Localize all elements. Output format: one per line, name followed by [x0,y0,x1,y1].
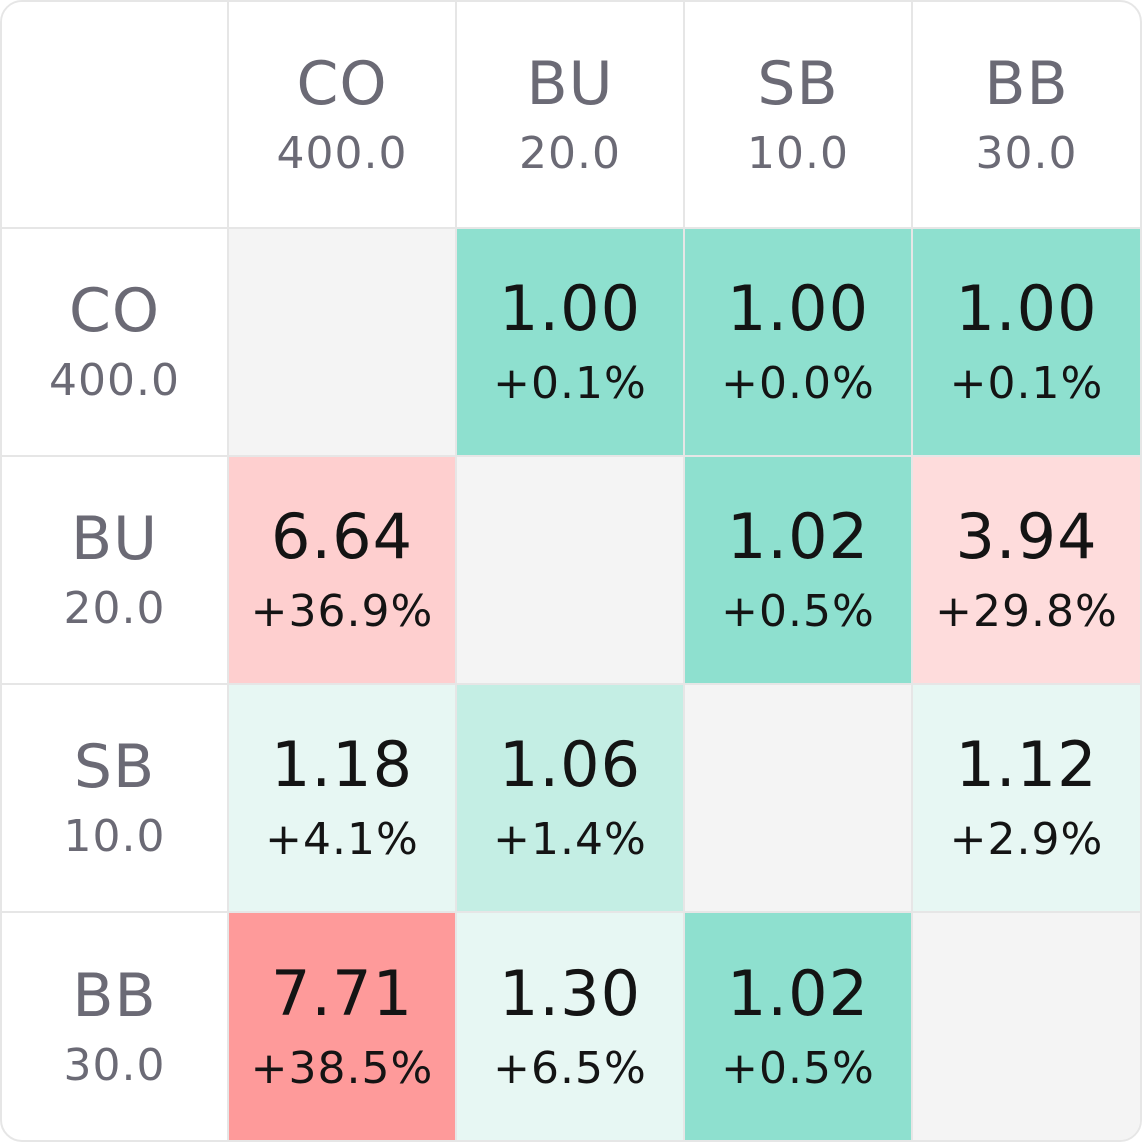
column-stack-label: 20.0 [519,127,621,179]
matrix-cell: 1.06 +1.4% [457,685,685,913]
cell-value: 1.02 [726,956,870,1030]
cell-change: +6.5% [493,1042,647,1094]
cell-value: 1.00 [955,272,1098,345]
cell-value: 1.12 [955,728,1098,801]
cell-change: +0.1% [493,358,647,409]
column-stack-label: 400.0 [276,127,408,179]
row-position-label: CO [68,276,161,346]
row-stack-label: 20.0 [63,583,166,634]
row-stack-label: 30.0 [63,1039,166,1091]
diagonal-cell [457,457,685,685]
cell-change: +29.8% [935,586,1118,637]
cell-change: +0.5% [721,1042,875,1094]
column-position-label: BU [526,48,614,119]
cell-value: 1.18 [270,728,414,801]
matrix-cell: 1.00 +0.1% [913,229,1140,457]
cell-change: +38.5% [250,1042,434,1094]
cell-change: +0.0% [721,358,875,409]
matrix-cell: 1.30 +6.5% [457,913,685,1140]
row-header: SB 10.0 [2,685,229,913]
matrix-cell: 1.02 +0.5% [685,913,913,1140]
column-header: CO 400.0 [229,2,457,229]
diagonal-cell [913,913,1140,1140]
cell-change: +0.5% [721,586,875,637]
matrix-cell: 1.00 +0.0% [685,229,913,457]
row-stack-label: 400.0 [49,355,180,406]
matrix-cell: 1.12 +2.9% [913,685,1140,913]
column-header: BB 30.0 [913,2,1140,229]
row-position-label: BU [70,504,159,574]
matrix-cell: 6.64 +36.9% [229,457,457,685]
column-position-label: SB [757,48,839,119]
matrix-cell: 1.18 +4.1% [229,685,457,913]
row-position-label: BB [72,960,157,1031]
cell-value: 1.30 [498,956,642,1030]
column-position-label: CO [296,48,388,119]
cell-change: +2.9% [949,814,1104,865]
column-stack-label: 30.0 [975,127,1078,179]
row-header: BU 20.0 [2,457,229,685]
row-position-label: SB [73,732,156,802]
column-stack-label: 10.0 [747,127,849,179]
column-position-label: BB [984,48,1069,119]
cell-change: +1.4% [493,814,647,865]
cell-change: +36.9% [250,586,434,637]
cell-value: 1.00 [726,272,870,345]
corner-cell [2,2,229,229]
column-header: SB 10.0 [685,2,913,229]
cell-value: 1.00 [498,272,642,345]
cell-value: 6.64 [270,500,414,573]
cell-change: +0.1% [949,358,1104,409]
cell-value: 1.06 [498,728,642,801]
column-header: BU 20.0 [457,2,685,229]
diagonal-cell [685,685,913,913]
cell-value: 7.71 [270,956,414,1030]
matrix-cell: 3.94 +29.8% [913,457,1140,685]
row-stack-label: 10.0 [63,811,166,862]
matrix-cell: 1.02 +0.5% [685,457,913,685]
cell-value: 3.94 [955,500,1098,573]
matrix-cell: 7.71 +38.5% [229,913,457,1140]
cell-change: +4.1% [265,814,419,865]
diagonal-cell [229,229,457,457]
row-header: BB 30.0 [2,913,229,1140]
cell-value: 1.02 [726,500,870,573]
row-header: CO 400.0 [2,229,229,457]
matrix-cell: 1.00 +0.1% [457,229,685,457]
